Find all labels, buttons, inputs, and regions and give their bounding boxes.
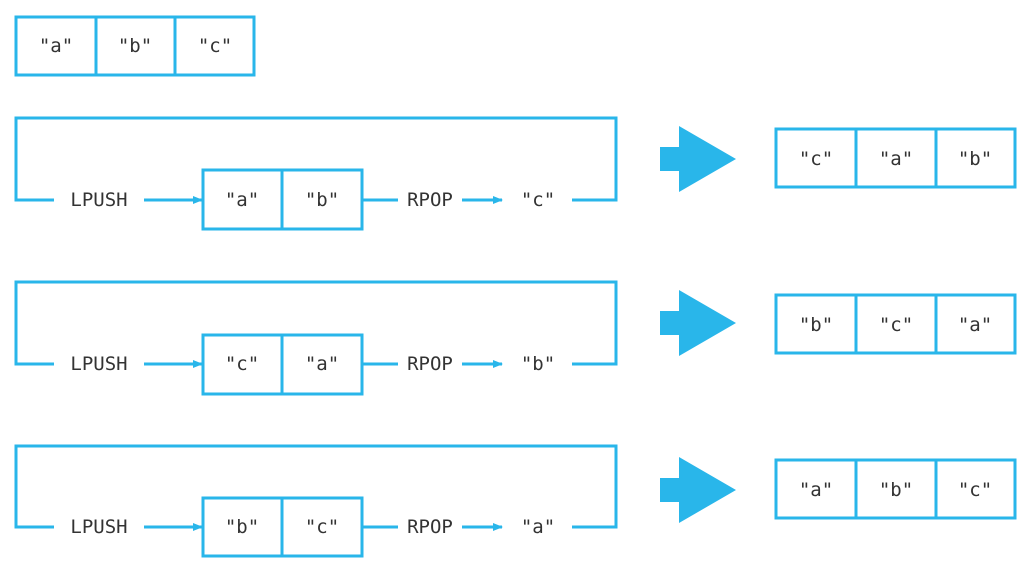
result-list-cell: "b": [879, 479, 913, 501]
middle-list-cell: "b": [305, 189, 339, 211]
result-list-cell: "b": [799, 314, 833, 336]
result-list-cell: "a": [799, 479, 833, 501]
middle-list-cell: "c": [225, 353, 259, 375]
result-list-cell: "c": [879, 314, 913, 336]
result-list-cell: "b": [958, 148, 992, 170]
initial-list-frame: [14, 15, 256, 77]
loop-line: [14, 444, 618, 529]
middle-list-cell: "a": [225, 189, 259, 211]
lpush-label: LPUSH: [70, 353, 127, 375]
middle-list-cell: "b": [225, 516, 259, 538]
loop-line: [14, 116, 618, 202]
result-list-cell: "a": [879, 148, 913, 170]
right-arrow-icon: [660, 457, 736, 523]
initial-list-cell: "c": [198, 35, 232, 57]
result-list-frame: [774, 293, 1017, 355]
lpush-label: LPUSH: [70, 516, 127, 538]
initial-list: "a" "b" "c": [14, 15, 256, 77]
result-list-cell: "c": [799, 148, 833, 170]
middle-list-cell: "a": [305, 353, 339, 375]
result-list-cell: "c": [958, 479, 992, 501]
rpop-label: RPOP: [407, 189, 453, 211]
result-list-frame: [774, 458, 1017, 520]
loop-line: [14, 280, 618, 366]
popped-value: "b": [521, 353, 555, 375]
lpush-label: LPUSH: [70, 189, 127, 211]
rpop-label: RPOP: [407, 353, 453, 375]
initial-list-cell: "a": [39, 35, 73, 57]
popped-value: "a": [521, 516, 555, 538]
rotation-step-1: LPUSH "a" "b" RPOP "c" "c" "a" "b": [14, 116, 1017, 231]
right-arrow-icon: [660, 126, 736, 192]
initial-list-cell: "b": [118, 35, 152, 57]
right-arrow-icon: [660, 290, 736, 356]
result-list-cell: "a": [958, 314, 992, 336]
result-list-frame: [774, 127, 1017, 189]
rpop-label: RPOP: [407, 516, 453, 538]
middle-list-cell: "c": [305, 516, 339, 538]
rotation-step-2: LPUSH "c" "a" RPOP "b" "b" "c" "a": [14, 280, 1017, 396]
rotation-step-3: LPUSH "b" "c" RPOP "a" "a" "b" "c": [14, 444, 1017, 558]
popped-value: "c": [521, 189, 555, 211]
